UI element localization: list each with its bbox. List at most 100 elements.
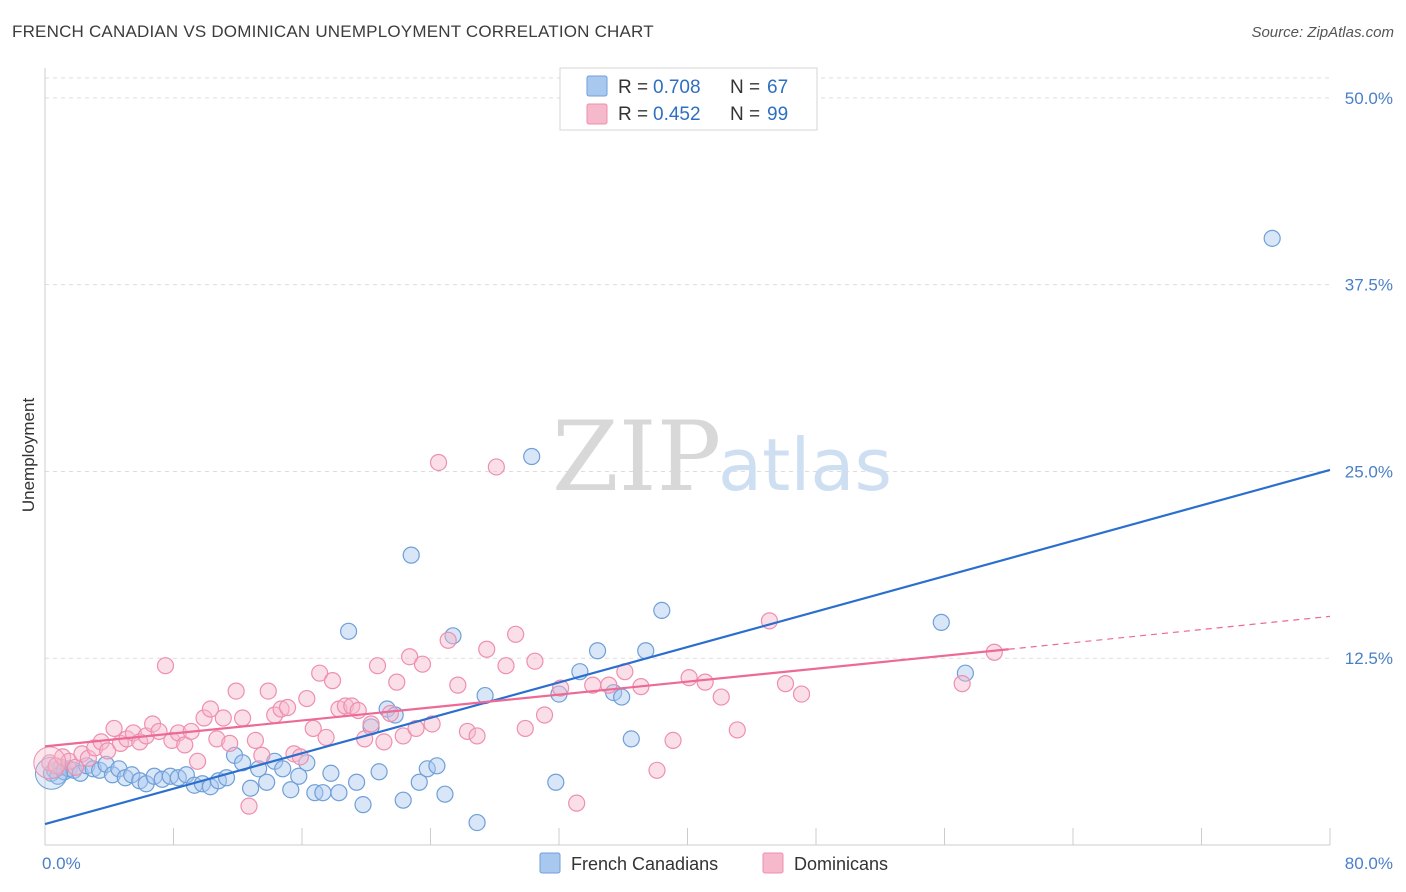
dominican-point — [362, 715, 380, 733]
french-canadian-point — [97, 755, 115, 773]
dominican-point — [423, 715, 441, 733]
dominican-point — [336, 697, 354, 715]
dominican-point — [259, 682, 277, 700]
bottom-legend-label-french-canadians: French Canadians — [571, 854, 718, 874]
bottom-legend-swatch-dominicans — [762, 852, 784, 874]
x-tick-labels: 0.0% 80.0% — [42, 854, 1393, 873]
french-canadian-point — [103, 766, 122, 784]
dominican-point — [368, 657, 387, 675]
dominican-point — [478, 640, 496, 658]
dominican-point — [792, 685, 811, 703]
watermark-atlas: atlas — [718, 423, 892, 507]
dominican-point — [429, 453, 448, 472]
bottom-legend-swatch-french-canadians — [539, 852, 561, 874]
dominican-point — [214, 709, 232, 727]
grid-lines — [45, 77, 1330, 659]
y-tick-label: 37.5% — [1345, 276, 1393, 295]
dominican-point — [526, 652, 544, 670]
watermark: ZIP atlas — [552, 401, 892, 513]
french-canadian-point — [436, 785, 454, 803]
axes — [44, 68, 1331, 846]
french-canadian-point — [339, 622, 358, 640]
y-axis-label: Unemployment — [19, 398, 38, 513]
y-tick-label: 50.0% — [1345, 89, 1393, 108]
legend-r-value: 0.708 — [653, 77, 701, 98]
dominican-trend-line — [44, 648, 1009, 748]
x-tick-label: 80.0% — [1345, 854, 1393, 873]
french-canadian-point — [314, 784, 332, 802]
legend-n-value: 67 — [767, 77, 788, 98]
legend-r-label: R = — [618, 104, 648, 125]
dominican-cluster-point — [33, 746, 67, 780]
french-canadian-point — [402, 546, 420, 564]
french-canadian-point — [330, 784, 348, 802]
dominican-point — [516, 719, 534, 738]
dominican-point — [253, 746, 271, 764]
french-canadian-point — [258, 773, 276, 791]
dominican-point — [776, 675, 795, 693]
dominican-point — [401, 648, 419, 666]
dominican-point — [487, 458, 505, 476]
french-canadian-point — [348, 773, 366, 791]
bottom-legend: French Canadians Dominicans — [539, 852, 888, 874]
dominican-point — [449, 676, 467, 694]
dominican-point — [568, 794, 586, 812]
chart-source: Source: ZipAtlas.com — [1251, 24, 1394, 41]
dominican-point — [953, 675, 971, 693]
legend-n-label: N = — [730, 77, 760, 98]
watermark-zip: ZIP — [552, 401, 721, 513]
legend-n-value: 99 — [767, 104, 788, 125]
dominican-point — [311, 664, 329, 682]
dominican-point — [407, 719, 425, 738]
dominican-point — [497, 657, 515, 675]
dominican-point — [680, 669, 698, 687]
legend-swatch-dominicans — [586, 103, 608, 125]
dominican-point — [458, 722, 477, 741]
y-tick-label: 12.5% — [1345, 649, 1393, 668]
french-canadian-point — [290, 767, 308, 785]
dominican-point — [375, 733, 393, 751]
french-canadian-point — [233, 754, 252, 772]
dominican-point — [728, 721, 746, 739]
dominican-point — [221, 734, 239, 752]
dominican-point — [413, 655, 432, 673]
dominican-point — [388, 673, 406, 691]
dominican-point — [188, 752, 207, 770]
dominican-point — [86, 739, 104, 757]
dominican-point — [381, 704, 399, 723]
y-tick-labels: 12.5% 25.0% 37.5% 50.0% — [1345, 89, 1393, 668]
french-canadian-point — [523, 447, 541, 466]
dominican-point — [535, 706, 554, 724]
french-canadian-point — [613, 688, 631, 706]
dominican-point — [240, 797, 258, 815]
legend-r-label: R = — [618, 77, 648, 98]
legend: R = 0.708 N = 67 R = 0.452 N = 99 — [559, 67, 818, 131]
french-canadian-point — [653, 601, 671, 620]
french-canadian-point — [274, 760, 292, 778]
dominican-point — [79, 749, 97, 767]
french-canadian-point — [242, 779, 260, 797]
y-tick-label: 25.0% — [1345, 462, 1393, 481]
dominican-point — [394, 727, 412, 745]
dominican-point — [298, 689, 316, 708]
dominican-point — [195, 709, 213, 727]
dominican-point — [648, 761, 666, 779]
legend-n-label: N = — [730, 104, 760, 125]
dominican-point — [323, 672, 342, 690]
dominican-point — [696, 673, 714, 691]
french-canadian-point — [298, 754, 316, 772]
trend-lines — [44, 468, 1331, 826]
dominican-point — [47, 757, 65, 775]
french-canadian-cluster-point — [34, 756, 68, 790]
french-canadian-point — [1263, 229, 1281, 247]
dominican-point — [105, 719, 123, 738]
legend-swatch-french-canadians — [586, 75, 608, 97]
dominican-point — [278, 698, 297, 717]
french-canadian-point — [282, 781, 300, 799]
french-canadian-point — [956, 664, 974, 682]
french-canadian-point — [354, 796, 372, 814]
dominican-point — [99, 742, 117, 760]
dominican-trend-extension — [1008, 615, 1331, 650]
french-canadian-point — [394, 791, 412, 809]
french-canadian-point — [428, 757, 446, 775]
